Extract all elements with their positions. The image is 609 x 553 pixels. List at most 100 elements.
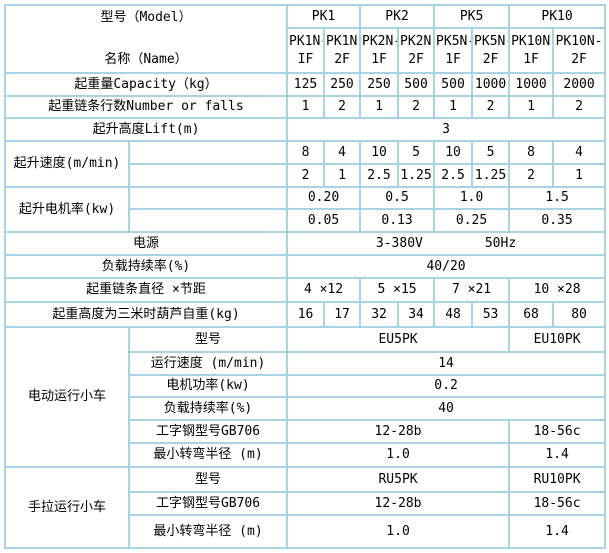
lifting-speed-value-cell: 10 [433, 140, 474, 165]
electric-trolley-ibeam-cell: 18-56c [508, 419, 607, 444]
row-electric-trolley-radius: 最小转弯半径 (m) 1.0 1.4 [5, 442, 607, 468]
self-weight-value-cell: 53 [471, 301, 511, 328]
row-hand-trolley-model: 手拉运行小车 型号 RU5PK RU10PK [4, 466, 607, 549]
lifting-speed-value-cell: 10 [359, 140, 400, 165]
row-electric-trolley-model: 电动运行小车 型号 EU5PK EU10PK [4, 326, 607, 468]
motor-power-label: 起升电机率(kw) [4, 186, 130, 233]
row-hand-trolley-radius: 最小转弯半径 (m) 1.0 1.4 [5, 514, 607, 549]
spec-table: 型号（Model） 名称（Name） PK1 PK2 PK5 PK10 PK1N… [3, 3, 607, 549]
name-cell: PK1N- 2F [323, 27, 362, 74]
electric-trolley-power-cell: 0.2 [286, 374, 607, 398]
row-electric-trolley-duty: 负载持续率(%) 40 [5, 396, 607, 421]
empty-cell [127, 140, 289, 165]
motor-power-value-cell: 0.05 [286, 208, 362, 233]
self-weight-value-cell: 17 [323, 301, 362, 328]
model-header-cell: PK2 [359, 3, 436, 30]
row-electric-trolley-speed: 运行速度 (m/min) 14 [5, 351, 607, 376]
row-name: PK1N- IF PK1N- 2F PK2N- 1F PK2N- 2F PK5N… [5, 27, 607, 74]
falls-label: 起重链条行数Number or falls [3, 95, 289, 119]
empty-cell [127, 186, 289, 210]
row-motor-power-2: 0.05 0.13 0.25 0.35 [5, 208, 607, 233]
electric-trolley-duty-label: 负载持续率(%) [127, 396, 289, 421]
row-electric-trolley-ibeam: 工字钢型号GB706 12-28b 18-56c [5, 419, 607, 444]
self-weight-value-cell: 16 [286, 301, 326, 328]
capacity-value-cell: 250 [323, 72, 362, 97]
lifting-speed-value-cell: 1.25 [397, 163, 436, 188]
hand-trolley-ibeam-label: 工字钢型号GB706 [127, 491, 289, 516]
lifting-speed-value-cell: 2 [286, 163, 326, 188]
electric-trolley-radius-cell: 1.0 [286, 442, 511, 468]
name-cell: PK5N- 2F [471, 27, 511, 74]
row-electric-trolley-power: 电机功率(kw) 0.2 [5, 374, 607, 398]
model-header-cell: PK1 [286, 3, 362, 30]
chain-value-cell: 7 ×21 [433, 277, 511, 303]
row-power-supply: 电源 3-380V 50Hz [3, 231, 607, 256]
falls-value-cell: 2 [471, 95, 511, 119]
hand-trolley-radius-label: 最小转弯半径 (m) [127, 514, 289, 549]
hand-trolley-radius-cell: 1.4 [508, 514, 607, 549]
model-label: 型号（Model） [100, 10, 192, 25]
falls-value-cell: 1 [508, 95, 555, 119]
hand-trolley-ibeam-cell: 12-28b [286, 491, 511, 516]
self-weight-label: 起重高度为三米时葫芦自重(kg) [3, 301, 289, 328]
name-cell: PK10N-2F [552, 27, 607, 74]
power-supply-value-cell: 3-380V 50Hz [286, 231, 607, 256]
falls-value-cell: 1 [359, 95, 400, 119]
self-weight-value-cell: 80 [552, 301, 607, 328]
model-header-cell: PK10 [508, 3, 607, 30]
lifting-speed-value-cell: 2.5 [359, 163, 400, 188]
row-chain: 起重链条直径 ×节距 4 ×12 5 ×15 7 ×21 10 ×28 [3, 277, 607, 303]
power-supply-voltage: 3-380V [375, 235, 423, 251]
falls-value-cell: 1 [433, 95, 474, 119]
falls-value-cell: 2 [323, 95, 362, 119]
name-label: 名称（Name） [104, 52, 188, 68]
electric-trolley-model-label: 型号 [127, 326, 289, 353]
capacity-value-cell: 1000 [508, 72, 555, 97]
chain-value-cell: 4 ×12 [286, 277, 362, 303]
row-lift: 起升高度Lift(m) 3 [3, 117, 607, 142]
lifting-speed-value-cell: 5 [471, 140, 511, 165]
lifting-speed-value-cell: 4 [323, 140, 362, 165]
falls-value-cell: 2 [552, 95, 607, 119]
lifting-speed-value-cell: 8 [508, 140, 555, 165]
lifting-speed-value-cell: 1 [323, 163, 362, 188]
electric-trolley-ibeam-label: 工字钢型号GB706 [127, 419, 289, 444]
row-duty-cycle: 负载持续率(%) 40/20 [3, 254, 607, 279]
lifting-speed-value-cell: 2 [508, 163, 555, 188]
lifting-speed-label: 起升速度(m/min) [4, 140, 130, 188]
hand-trolley-model-cell: RU10PK [508, 466, 607, 493]
capacity-value-cell: 1000 [471, 72, 511, 97]
lifting-speed-value-cell: 5 [397, 140, 436, 165]
motor-power-value-cell: 0.5 [359, 186, 436, 210]
row-model: 型号（Model） 名称（Name） PK1 PK2 PK5 PK10 [3, 3, 607, 74]
row-falls: 起重链条行数Number or falls 1 2 1 2 1 2 1 2 [3, 95, 607, 119]
capacity-label: 起重量Capacity（kg） [3, 72, 289, 97]
name-cell: PK5N- 1F [433, 27, 474, 74]
electric-trolley-model-cell: EU10PK [508, 326, 607, 353]
chain-value-cell: 5 ×15 [359, 277, 436, 303]
self-weight-value-cell: 32 [359, 301, 400, 328]
power-supply-frequency: 50Hz [484, 235, 517, 251]
electric-trolley-ibeam-cell: 12-28b [286, 419, 511, 444]
model-header-cell: PK5 [433, 3, 511, 30]
capacity-value-cell: 2000 [552, 72, 607, 97]
lift-label: 起升高度Lift(m) [3, 117, 289, 142]
row-hand-trolley-ibeam: 工字钢型号GB706 12-28b 18-56c [5, 491, 607, 516]
row-lifting-speed-1: 起升速度(m/min) 8 4 10 5 10 5 8 4 [4, 140, 607, 188]
falls-value-cell: 2 [397, 95, 436, 119]
lifting-speed-value-cell: 1 [552, 163, 607, 188]
electric-trolley-duty-cell: 40 [286, 396, 607, 421]
name-cell: PK1N- IF [286, 27, 326, 74]
capacity-value-cell: 500 [433, 72, 474, 97]
duty-cycle-label: 负载持续率(%) [3, 254, 289, 279]
hand-trolley-model-label: 型号 [127, 466, 289, 493]
name-cell: PK2N- 2F [397, 27, 436, 74]
lift-value-cell: 3 [286, 117, 607, 142]
electric-trolley-speed-label: 运行速度 (m/min) [127, 351, 289, 376]
self-weight-value-cell: 34 [397, 301, 436, 328]
empty-cell [127, 163, 289, 188]
chain-label: 起重链条直径 ×节距 [3, 277, 289, 303]
duty-cycle-value-cell: 40/20 [286, 254, 607, 279]
motor-power-value-cell: 0.25 [433, 208, 511, 233]
